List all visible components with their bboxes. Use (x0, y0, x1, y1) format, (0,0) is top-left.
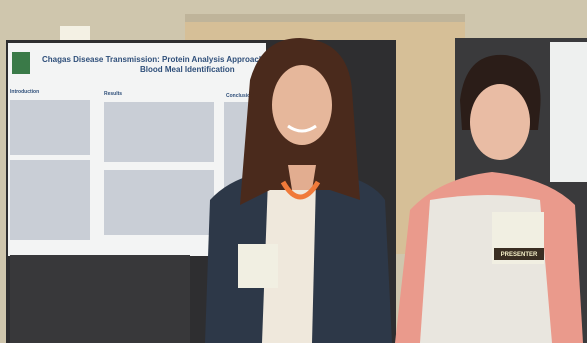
section-heading: Results (104, 91, 122, 97)
poster-title: Blood Meal Identification (140, 65, 235, 74)
badge-ribbon: PRESENTER (501, 252, 538, 258)
section-heading: Conclusions (226, 93, 256, 99)
light (60, 26, 90, 40)
panel-frame (185, 14, 465, 22)
person: PRESENTER (395, 54, 583, 343)
poster-title: Chagas Disease Transmission: Protein Ana… (42, 55, 286, 64)
person (205, 38, 392, 343)
logo (12, 52, 30, 74)
poster (550, 42, 587, 182)
board-lower (10, 255, 190, 343)
section-heading: Introduction (10, 89, 39, 95)
